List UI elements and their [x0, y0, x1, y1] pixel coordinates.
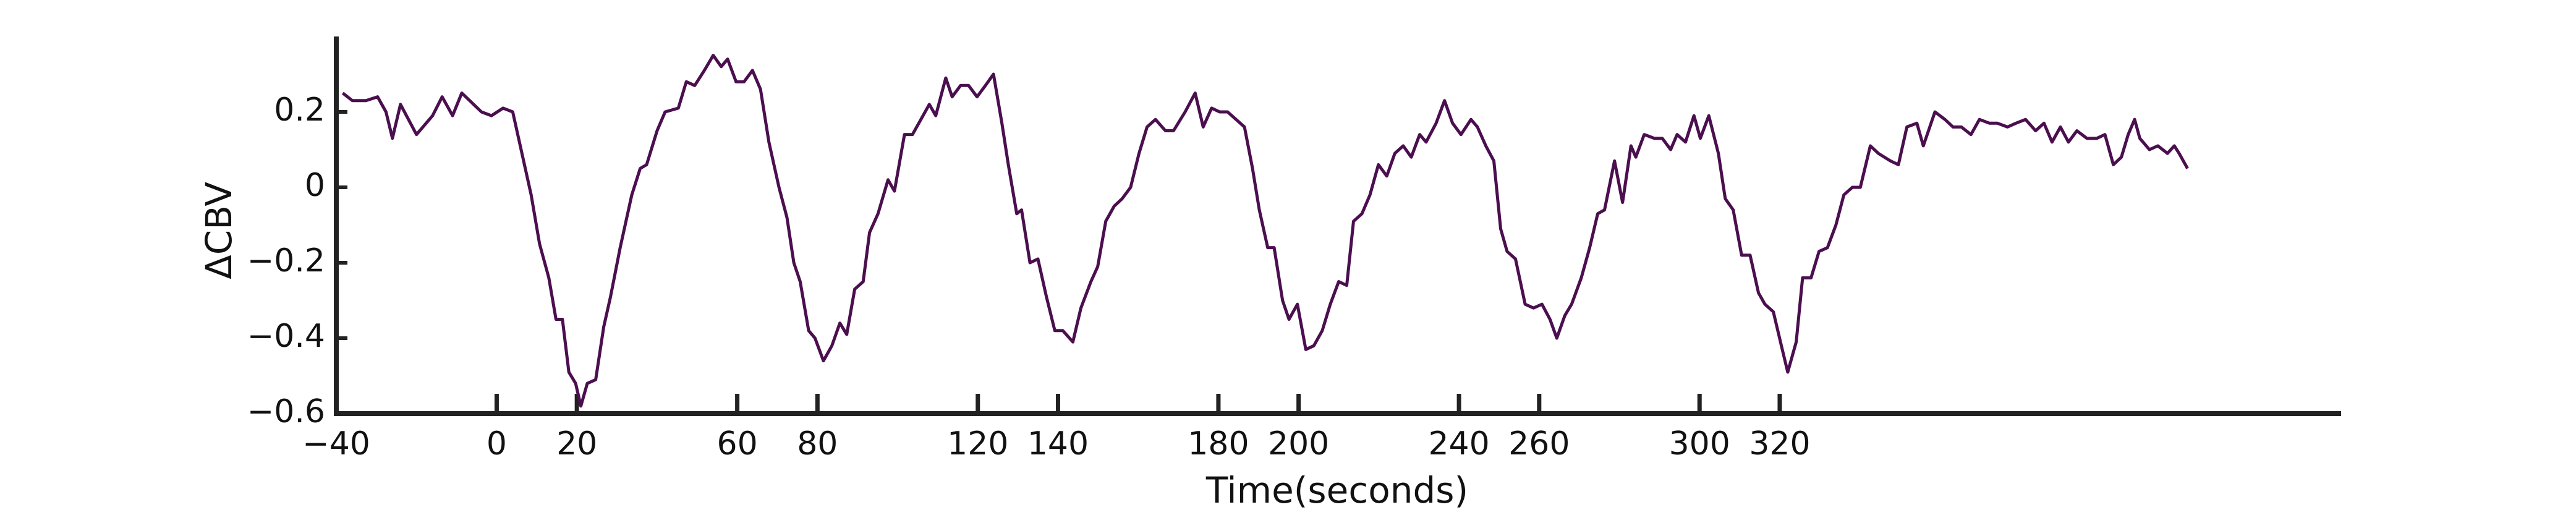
y-tick-label: −0.4 — [247, 318, 325, 355]
y-axis-label: ΔCBV — [198, 182, 240, 279]
x-axis-label: Time(seconds) — [1205, 469, 1468, 511]
x-tick-label: 300 — [1669, 425, 1730, 462]
x-tick-label: 60 — [717, 425, 758, 462]
x-tick-label: 320 — [1749, 425, 1810, 462]
y-tick-label: −0.6 — [247, 393, 325, 430]
x-tick-label: 180 — [1188, 425, 1249, 462]
x-tick-label: −40 — [302, 425, 370, 462]
x-tick-label: 240 — [1428, 425, 1489, 462]
data-line — [341, 54, 2189, 408]
x-tick-label: 200 — [1268, 425, 1329, 462]
x-tick-label: 140 — [1027, 425, 1089, 462]
x-tick-label: 80 — [797, 425, 838, 462]
x-tick-label: 260 — [1508, 425, 1570, 462]
x-tick-label: 0 — [487, 425, 507, 462]
x-tick-label: 20 — [556, 425, 597, 462]
y-tick-label: −0.2 — [247, 242, 325, 279]
x-tick-label: 120 — [947, 425, 1008, 462]
y-tick-label: 0.2 — [274, 92, 325, 129]
y-tick-label: 0 — [305, 167, 325, 204]
